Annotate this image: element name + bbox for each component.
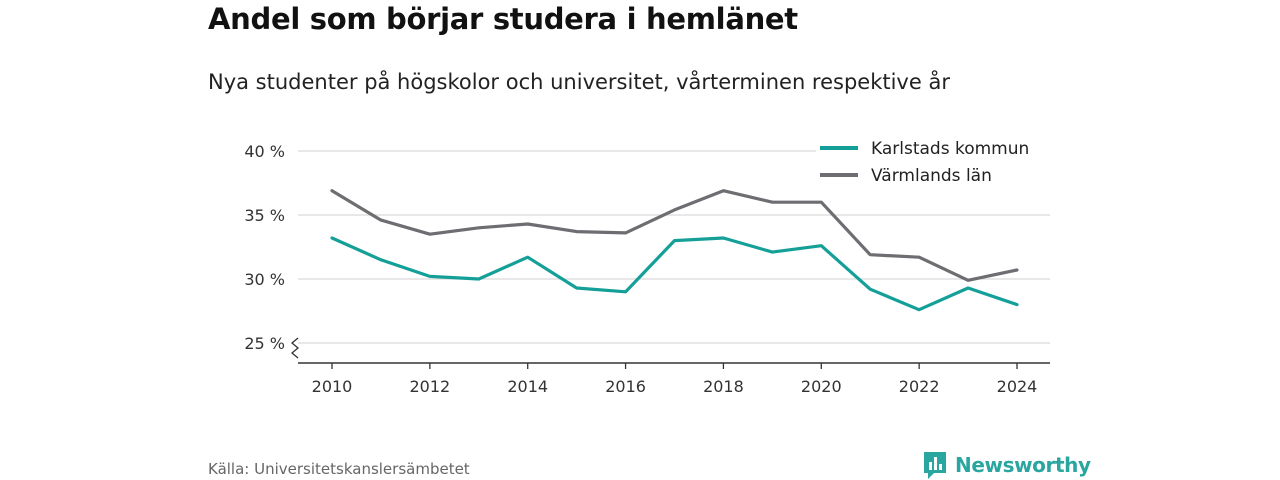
series-line-2 bbox=[330, 189, 1019, 282]
x-tick-label: 2016 bbox=[605, 377, 646, 396]
y-tick-label: 40 % bbox=[244, 142, 285, 161]
chart-subtitle: Nya studenter på högskolor och universit… bbox=[208, 70, 950, 94]
legend: Karlstads kommun Värmlands län bbox=[816, 138, 1050, 187]
y-tick-label: 35 % bbox=[244, 206, 285, 225]
x-tick-label: 2020 bbox=[801, 377, 842, 396]
x-tick-label: 2024 bbox=[997, 377, 1038, 396]
series-line-1 bbox=[330, 236, 1019, 312]
y-tick-label: 25 % bbox=[244, 334, 285, 353]
newsworthy-logo: Newsworthy bbox=[922, 450, 1091, 480]
bar-chart-speech-icon bbox=[924, 452, 946, 479]
legend-label-1: Karlstads kommun bbox=[871, 139, 1029, 159]
x-tick-label: 2018 bbox=[703, 377, 744, 396]
x-tick-label: 2014 bbox=[507, 377, 548, 396]
series-lines bbox=[330, 189, 1019, 312]
y-axis-break-icon bbox=[290, 337, 300, 359]
legend-bg bbox=[816, 138, 1050, 160]
chart-title: Andel som börjar studera i hemlänet bbox=[208, 2, 798, 36]
legend-bg bbox=[816, 165, 1050, 187]
x-tick-label: 2022 bbox=[899, 377, 940, 396]
axes: 25 % 30 % 35 % 40 % 2010 2012 2014 2016 2018 2020… bbox=[244, 142, 1050, 396]
brand-name: Newsworthy bbox=[955, 453, 1091, 477]
x-tick-label: 2012 bbox=[409, 377, 450, 396]
x-tick-label: 2010 bbox=[312, 377, 353, 396]
source-note: Källa: Universitetskanslersämbetet bbox=[208, 460, 470, 478]
y-tick-label: 30 % bbox=[244, 270, 285, 289]
legend-label-2: Värmlands län bbox=[871, 166, 992, 186]
